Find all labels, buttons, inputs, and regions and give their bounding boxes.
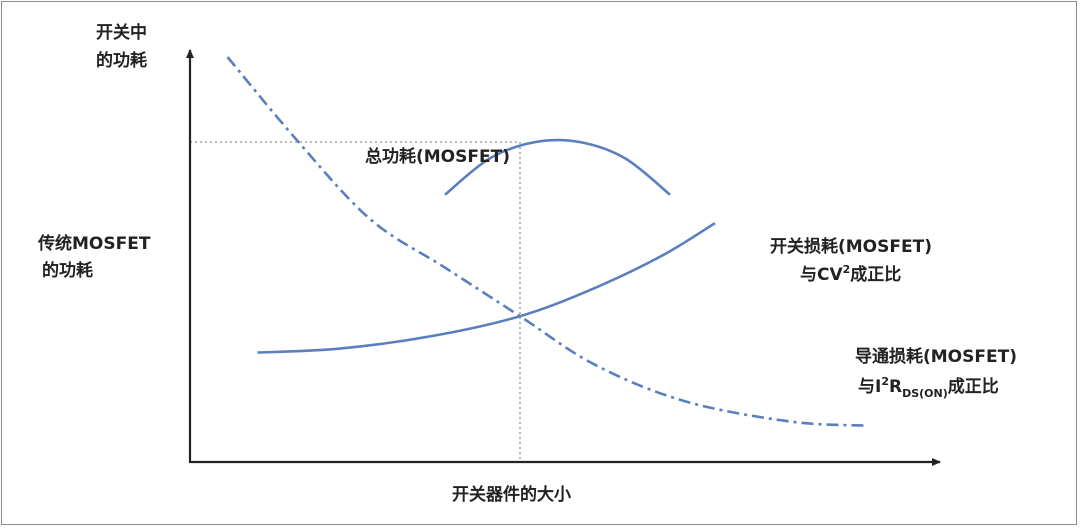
y-axis-label-line1: 开关中 [96, 22, 147, 43]
x-axis-label: 开关器件的大小 [452, 484, 571, 505]
reference-label-line1: 传统MOSFET [37, 233, 151, 254]
y-axis-label-line2: 的功耗 [96, 50, 147, 71]
reference-label-line2: 的功耗 [42, 260, 93, 281]
series-label-total: 总功耗(MOSFET) [365, 146, 510, 167]
switching-loss-curve [257, 221, 716, 354]
total-loss-curve [444, 138, 671, 196]
series-label-switching-relation: 与CV2成正比 [800, 263, 901, 285]
series-label-switching: 开关损耗(MOSFET) [770, 236, 932, 257]
series-label-conduction: 导通损耗(MOSFET) [855, 346, 1017, 367]
conduction-loss-curve [226, 56, 866, 427]
series-label-conduction-relation: 与I2RDS(ON)成正比 [858, 375, 999, 400]
